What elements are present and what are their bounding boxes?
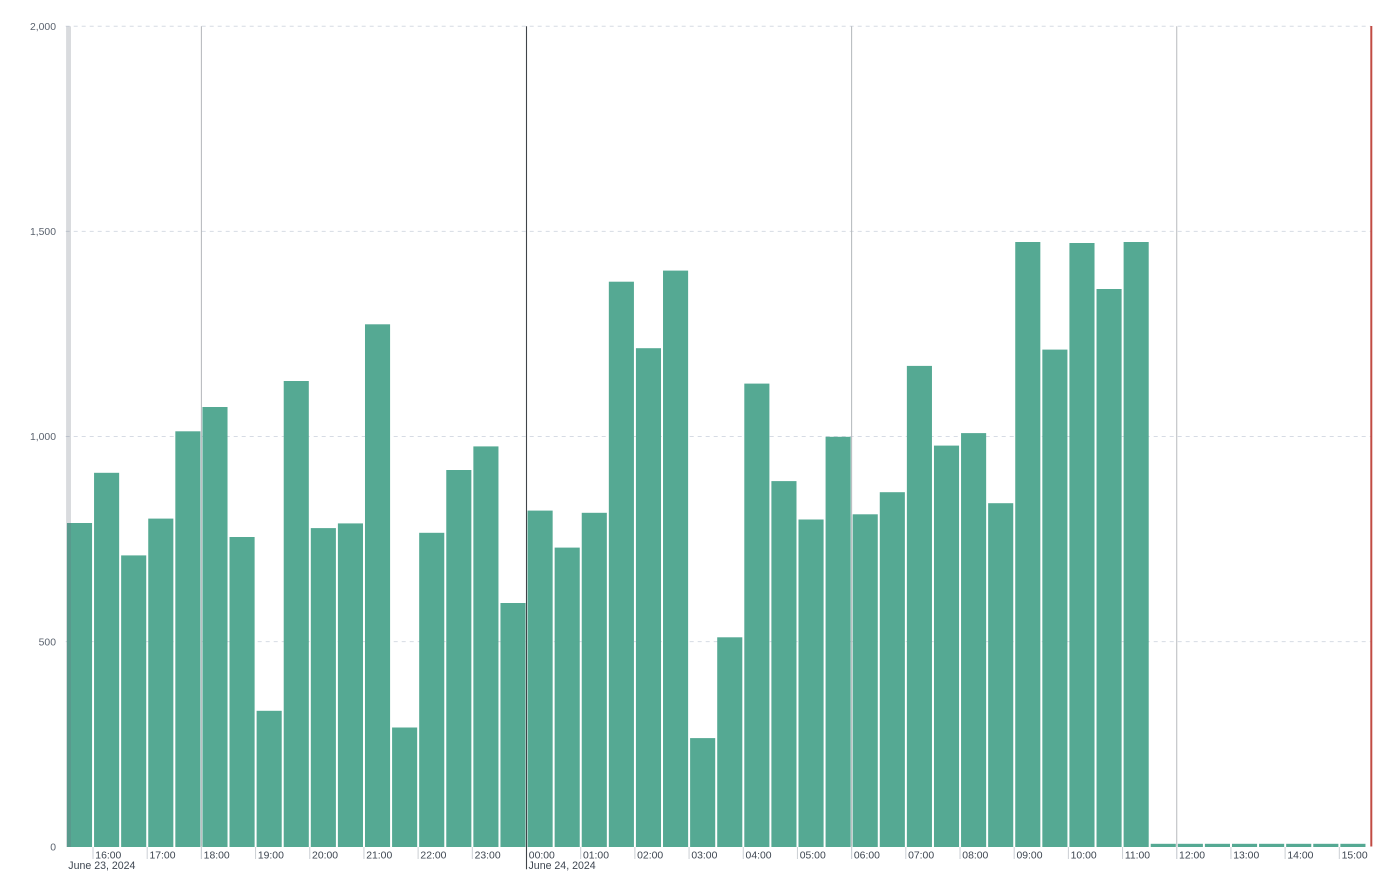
svg-text:June 24, 2024: June 24, 2024 xyxy=(529,860,596,872)
svg-text:2,000: 2,000 xyxy=(30,22,56,33)
svg-text:06:00: 06:00 xyxy=(854,851,880,862)
svg-text:500: 500 xyxy=(39,637,57,648)
svg-text:08:00: 08:00 xyxy=(962,851,988,862)
svg-text:June 23, 2024: June 23, 2024 xyxy=(68,860,135,872)
svg-text:18:00: 18:00 xyxy=(204,851,230,862)
svg-text:04:00: 04:00 xyxy=(746,851,772,862)
svg-text:14:00: 14:00 xyxy=(1287,851,1313,862)
svg-text:12:00: 12:00 xyxy=(1179,851,1205,862)
svg-text:11:00: 11:00 xyxy=(1125,851,1150,862)
svg-text:20:00: 20:00 xyxy=(312,851,338,862)
svg-text:13:00: 13:00 xyxy=(1233,851,1259,862)
svg-text:19:00: 19:00 xyxy=(258,851,284,862)
svg-text:1,500: 1,500 xyxy=(30,227,56,238)
svg-text:00:00: 00:00 xyxy=(529,851,555,862)
svg-text:16:00: 16:00 xyxy=(95,851,121,862)
svg-text:10:00: 10:00 xyxy=(1071,851,1097,862)
svg-text:09:00: 09:00 xyxy=(1016,851,1042,862)
svg-text:22:00: 22:00 xyxy=(420,851,446,862)
svg-text:21:00: 21:00 xyxy=(366,851,392,862)
svg-text:1,000: 1,000 xyxy=(30,432,56,443)
svg-text:01:00: 01:00 xyxy=(583,851,609,862)
svg-text:07:00: 07:00 xyxy=(908,851,934,862)
svg-text:05:00: 05:00 xyxy=(800,851,826,862)
svg-text:23:00: 23:00 xyxy=(475,851,501,862)
svg-text:02:00: 02:00 xyxy=(637,851,663,862)
svg-text:03:00: 03:00 xyxy=(691,851,717,862)
svg-text:0: 0 xyxy=(50,842,56,853)
svg-text:17:00: 17:00 xyxy=(149,851,175,862)
svg-text:15:00: 15:00 xyxy=(1342,851,1368,862)
